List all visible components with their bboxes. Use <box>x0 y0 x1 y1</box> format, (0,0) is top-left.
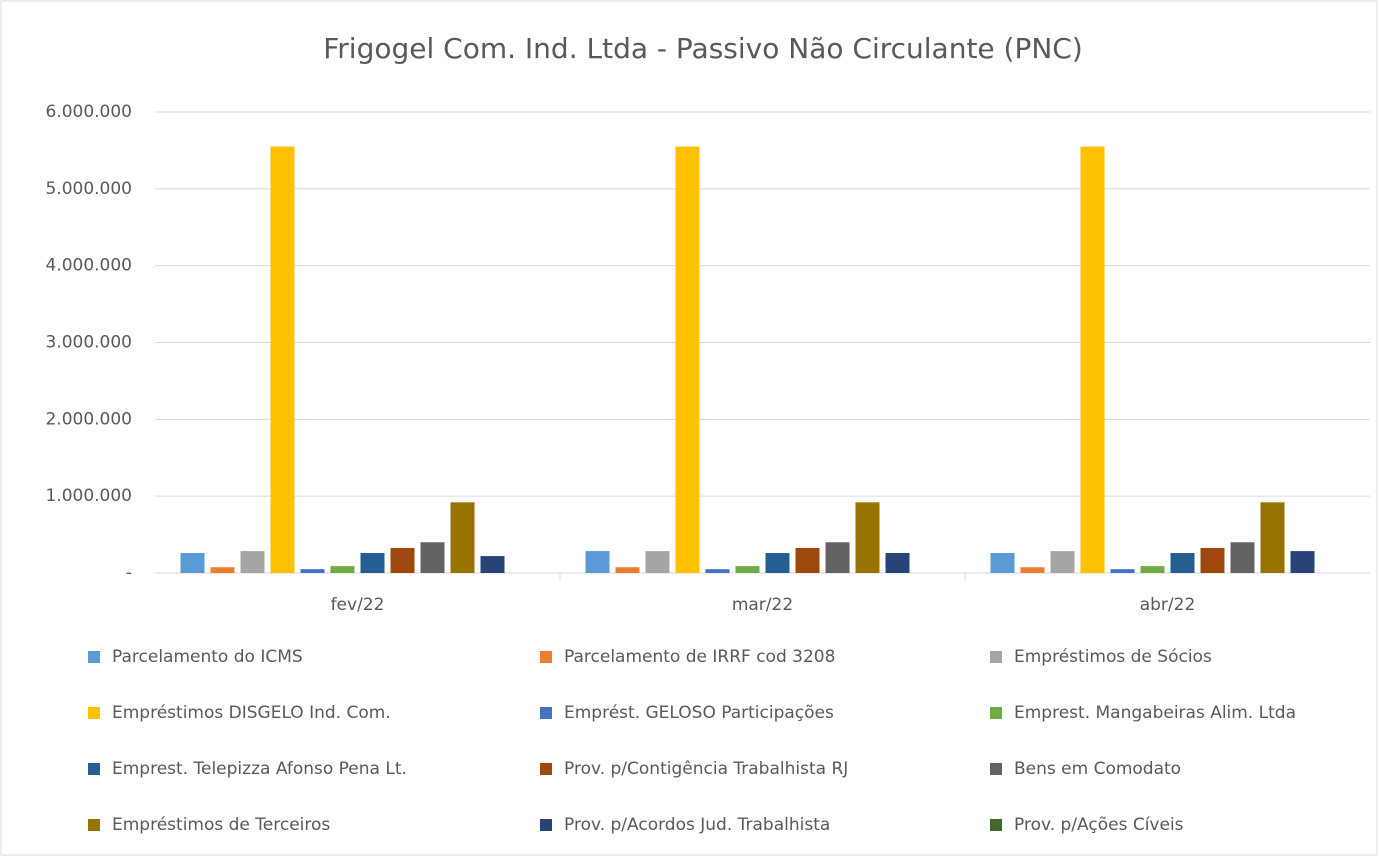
bar <box>885 553 910 573</box>
legend-swatch <box>990 707 1002 719</box>
y-tick-label: 2.000.000 <box>45 409 132 429</box>
legend-swatch <box>990 651 1002 663</box>
legend-swatch <box>88 651 100 663</box>
y-tick-label: - <box>126 563 132 583</box>
bar <box>1050 551 1075 573</box>
bar <box>795 548 820 573</box>
legend-label: Emprést. GELOSO Participações <box>564 703 834 723</box>
bar <box>1260 502 1285 573</box>
bar <box>585 551 610 573</box>
bar <box>330 566 355 573</box>
y-tick-label: 1.000.000 <box>45 486 132 506</box>
bar <box>210 567 235 573</box>
legend-label: Bens em Comodato <box>1014 759 1181 779</box>
bar <box>705 569 730 573</box>
bar <box>855 502 880 573</box>
bar <box>1110 569 1135 573</box>
legend-swatch <box>540 651 552 663</box>
bar <box>990 553 1015 573</box>
x-tick-label: fev/22 <box>331 595 385 615</box>
bar <box>1020 567 1045 573</box>
chart-title: Frigogel Com. Ind. Ltda - Passivo Não Ci… <box>323 32 1083 65</box>
legend-swatch <box>540 819 552 831</box>
bar <box>390 548 415 573</box>
bar <box>270 146 295 573</box>
bar <box>1290 551 1315 573</box>
x-tick-label: abr/22 <box>1140 595 1196 615</box>
bar <box>480 556 505 573</box>
legend-swatch <box>88 707 100 719</box>
y-tick-label: 3.000.000 <box>45 333 132 353</box>
legend-label: Empréstimos DISGELO Ind. Com. <box>112 703 391 723</box>
y-tick-label: 5.000.000 <box>45 179 132 199</box>
bar <box>825 542 850 573</box>
bar <box>180 553 205 573</box>
legend-swatch <box>88 819 100 831</box>
legend-label: Prov. p/Contigência Trabalhista RJ <box>564 759 848 779</box>
legend-swatch <box>990 763 1002 775</box>
bar <box>450 502 475 573</box>
legend-label: Parcelamento de IRRF cod 3208 <box>564 647 835 667</box>
bar <box>645 551 670 573</box>
legend-swatch <box>540 707 552 719</box>
bar <box>420 542 445 573</box>
bar <box>1080 146 1105 573</box>
legend-label: Parcelamento do ICMS <box>112 647 303 667</box>
bar <box>360 553 385 573</box>
bar <box>240 551 265 573</box>
bar <box>675 146 700 573</box>
x-tick-label: mar/22 <box>732 595 793 615</box>
legend-label: Prov. p/Ações Cíveis <box>1014 815 1184 835</box>
bar <box>1170 553 1195 573</box>
legend-swatch <box>990 819 1002 831</box>
bar <box>300 569 325 573</box>
legend-label: Prov. p/Acordos Jud. Trabalhista <box>564 815 830 835</box>
legend-label: Emprest. Telepizza Afonso Pena Lt. <box>112 759 407 779</box>
bar <box>735 566 760 573</box>
bar <box>1230 542 1255 573</box>
legend-label: Empréstimos de Sócios <box>1014 647 1212 667</box>
y-tick-label: 4.000.000 <box>45 256 132 276</box>
legend-swatch <box>88 763 100 775</box>
legend-label: Empréstimos de Terceiros <box>112 815 330 835</box>
legend-label: Emprest. Mangabeiras Alim. Ltda <box>1014 703 1296 723</box>
bar <box>1200 548 1225 573</box>
legend-swatch <box>540 763 552 775</box>
bar <box>615 567 640 573</box>
bar <box>1140 566 1165 573</box>
y-tick-label: 6.000.000 <box>45 102 132 122</box>
bar <box>765 553 790 573</box>
